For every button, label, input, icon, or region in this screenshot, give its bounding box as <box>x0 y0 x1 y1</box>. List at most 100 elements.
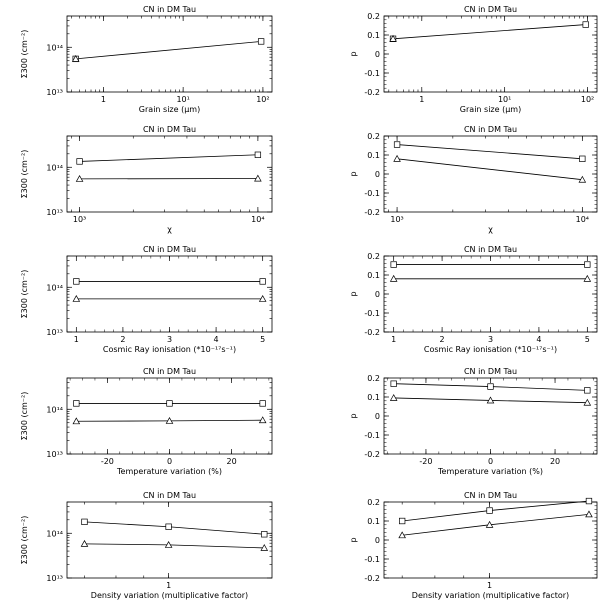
x-tick-label: 0 <box>488 457 493 466</box>
y-tick-label: -0.1 <box>364 431 380 440</box>
triangle-marker <box>165 416 174 424</box>
y-tick-label: 0.2 <box>367 498 380 507</box>
square-marker <box>166 400 173 407</box>
triangle-marker <box>486 396 495 404</box>
triangle-marker <box>80 539 89 547</box>
series-line-square <box>393 24 586 40</box>
y-axis-label: p <box>349 171 358 176</box>
square-marker <box>582 21 589 28</box>
square-marker <box>165 523 172 530</box>
plot-frame <box>66 15 273 93</box>
plot-frame <box>383 15 598 93</box>
y-axis-label: Σ300 (cm⁻²) <box>20 392 29 441</box>
triangle-marker <box>164 540 173 548</box>
square-marker <box>486 507 493 514</box>
y-tick-label: 0.1 <box>367 393 380 402</box>
x-tick-label: 5 <box>260 335 265 344</box>
triangle-marker <box>258 294 267 302</box>
x-axis-label: χ <box>488 225 493 234</box>
chart-panel-9: CN in DM Tau Density variation (multiplic… <box>20 491 273 600</box>
y-tick-label: 10¹⁴ <box>46 283 63 292</box>
x-axis-label: χ <box>167 225 172 234</box>
x-tick-label: 1 <box>166 581 171 590</box>
triangle-marker <box>578 175 587 183</box>
y-tick-label: 10¹³ <box>46 328 63 337</box>
triangle-marker <box>254 174 262 182</box>
x-tick-label: -20 <box>419 457 432 466</box>
x-tick-label: 10² <box>581 95 594 104</box>
x-tick-label: 10³ <box>73 215 86 224</box>
triangle-marker <box>485 520 494 528</box>
x-axis-label: Cosmic Ray ionisation (*10⁻¹⁷s⁻¹) <box>424 345 557 354</box>
triangle-marker <box>393 154 401 162</box>
chart-title: CN in DM Tau <box>464 245 517 254</box>
x-tick-label: 10¹ <box>498 95 511 104</box>
chart-title: CN in DM Tau <box>464 5 517 14</box>
series-line-square <box>402 500 590 522</box>
square-marker <box>81 518 88 525</box>
square-marker <box>584 261 591 268</box>
chart-panel-5: CN in DM Tau Cosmic Ray ionisation (*10⁻¹… <box>20 245 273 354</box>
y-tick-label: -0.2 <box>364 208 380 217</box>
x-tick-label: 1 <box>487 581 492 590</box>
triangle-marker <box>583 398 592 406</box>
triangle-marker <box>398 531 406 539</box>
x-axis-label: Cosmic Ray ionisation (*10⁻¹⁷s⁻¹) <box>103 345 236 354</box>
series-line-triangle <box>84 543 265 549</box>
triangle-marker <box>258 416 267 424</box>
y-tick-label: 0.2 <box>367 132 380 141</box>
square-marker <box>254 151 262 158</box>
chart-title: CN in DM Tau <box>143 5 196 14</box>
square-marker <box>579 155 586 162</box>
x-axis-label: Temperature variation (%) <box>116 467 222 476</box>
y-tick-label: 10¹⁴ <box>46 529 63 538</box>
y-tick-label: 10¹⁴ <box>46 43 63 52</box>
chart-panel-6: CN in DM Tau Cosmic Ray ionisation (*10⁻¹… <box>349 245 598 354</box>
plot-frame <box>66 501 273 579</box>
y-tick-label: -0.1 <box>364 309 380 318</box>
square-marker <box>393 141 401 148</box>
triangle-marker <box>389 34 397 42</box>
square-marker <box>585 497 593 505</box>
triangle-marker <box>260 544 269 551</box>
y-tick-label: 0.1 <box>367 517 380 526</box>
y-tick-label: 0.1 <box>367 31 380 40</box>
chart-panel-4: CN in DM Tau χ p 10³ 10⁴ -0.2 -0.1 0 0.1 0.2 <box>349 125 598 234</box>
x-tick-label: 2 <box>440 335 445 344</box>
x-tick-label: 2 <box>120 335 125 344</box>
triangle-marker <box>75 174 84 182</box>
x-axis-label: Temperature variation (%) <box>437 467 543 476</box>
x-tick-label: 0 <box>167 457 172 466</box>
y-axis-label: p <box>349 537 358 542</box>
chart-title: CN in DM Tau <box>464 367 517 376</box>
y-axis-label: Σ300 (cm⁻²) <box>20 270 29 319</box>
x-axis-label: Density variation (multiplicative factor… <box>412 591 569 600</box>
x-axis-label: Grain size (μm) <box>460 105 521 114</box>
x-tick-label: 1 <box>391 335 396 344</box>
x-tick-label: 4 <box>214 335 219 344</box>
triangle-marker <box>72 417 81 425</box>
square-marker <box>73 400 80 407</box>
square-marker <box>259 278 266 285</box>
y-tick-label: 10¹³ <box>46 450 63 459</box>
chart-title: CN in DM Tau <box>143 367 196 376</box>
y-tick-label: -0.1 <box>364 555 380 564</box>
y-axis-label: Σ300 (cm⁻²) <box>20 516 29 565</box>
square-marker <box>261 531 268 538</box>
y-tick-label: -0.1 <box>364 189 380 198</box>
triangle-marker <box>389 394 398 401</box>
x-tick-label: 10² <box>256 95 269 104</box>
y-tick-label: 0 <box>375 170 380 179</box>
y-tick-label: -0.2 <box>364 88 380 97</box>
y-tick-label: 0 <box>375 50 380 59</box>
y-tick-label: 0 <box>375 290 380 299</box>
plot-frame <box>66 377 273 455</box>
triangle-marker <box>389 274 398 282</box>
y-axis-label: p <box>349 413 358 418</box>
x-tick-label: 10⁴ <box>251 215 264 224</box>
y-tick-label: 0.1 <box>367 151 380 160</box>
y-tick-label: 0.1 <box>367 271 380 280</box>
x-tick-label: -20 <box>101 457 114 466</box>
chart-title: CN in DM Tau <box>143 491 196 500</box>
x-tick-label: 10⁴ <box>576 215 589 224</box>
